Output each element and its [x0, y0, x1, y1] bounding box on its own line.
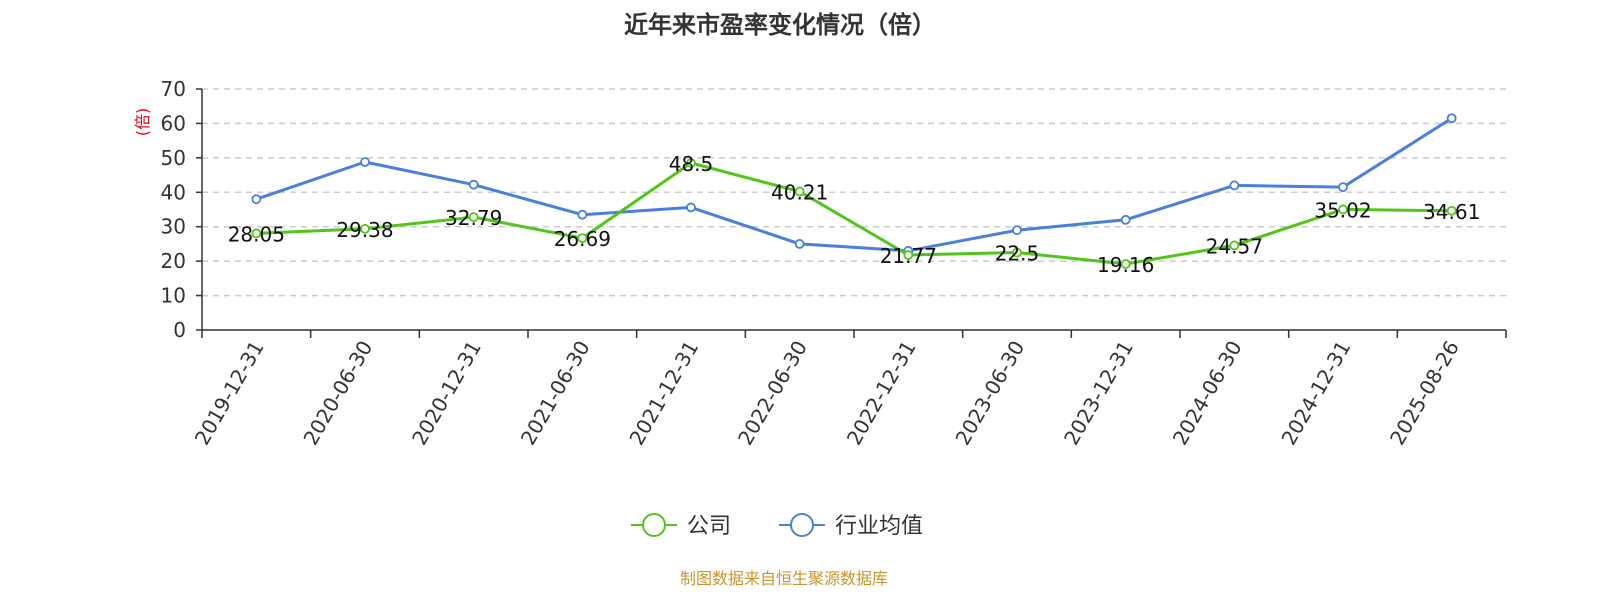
data-point: [1012, 247, 1022, 258]
x-tick-label: 2020-12-31: [407, 336, 486, 449]
x-tick-label: 2023-12-31: [1059, 337, 1138, 450]
y-tick-label: 0: [173, 318, 186, 342]
data-labels: 28.05 29.38 32.79 26.69 48.5 40.21 21.77 22.5 19…: [228, 152, 1481, 277]
chart-title: 近年来市盈率变化情况（倍）: [624, 11, 936, 39]
data-point: [577, 209, 588, 220]
y-tick-label: 30: [161, 215, 186, 239]
series-lines: [251, 113, 1457, 269]
source-note: 制图数据来自恒生聚源数据库: [680, 569, 888, 588]
data-point: [794, 239, 805, 249]
legend-label[interactable]: 公司: [687, 514, 731, 539]
data-label: 28.05: [228, 222, 285, 246]
series-line: [256, 161, 1452, 266]
data-point: [1229, 240, 1240, 251]
data-point: [577, 233, 588, 244]
x-tick-label: 2021-06-30: [516, 337, 595, 450]
data-point: [360, 157, 370, 167]
y-tick-label: 40: [161, 180, 186, 204]
y-tick-label: 70: [161, 77, 186, 101]
x-tick-label: 2021-12-31: [624, 337, 703, 450]
data-point: [251, 228, 262, 239]
data-point: [903, 250, 914, 260]
data-label: 29.38: [336, 218, 393, 242]
data-point: [686, 202, 696, 213]
data-point: [1229, 180, 1240, 191]
x-tick-label: 2019-12-31: [190, 337, 269, 450]
data-label: 26.69: [554, 227, 611, 251]
legend-marker[interactable]: [790, 513, 814, 537]
x-tick-label: 2023-06-30: [950, 337, 1029, 450]
data-point: [1120, 259, 1131, 269]
legend[interactable]: 公司 行业均值: [631, 513, 923, 539]
data-label: 32.79: [445, 206, 502, 230]
data-label: 35.02: [1314, 198, 1371, 222]
axes: 0 10 20 30 40 50 60 70 2019-12-31 2020-06-30 2020-…: [161, 77, 1507, 450]
x-tick-label: 2025-08-26: [1385, 337, 1464, 450]
data-point: [468, 212, 479, 223]
data-label: 19.16: [1097, 253, 1154, 277]
x-tick-label: 2024-06-30: [1168, 337, 1247, 450]
data-point: [1446, 113, 1457, 124]
x-tick-label: 2022-12-31: [842, 336, 921, 449]
data-point: [1012, 225, 1022, 236]
y-tick-label: 50: [161, 146, 186, 170]
data-label: 34.61: [1423, 200, 1480, 224]
data-point: [251, 194, 262, 205]
data-point: [794, 186, 805, 197]
legend-marker[interactable]: [642, 513, 666, 537]
y-tick-label: 10: [161, 284, 186, 308]
data-label: 24.57: [1206, 234, 1263, 258]
y-axis-label: (倍): [133, 108, 152, 137]
data-point: [360, 223, 370, 234]
data-point: [1338, 182, 1348, 193]
data-label: 40.21: [771, 181, 828, 205]
legend-label[interactable]: 行业均值: [835, 514, 923, 539]
grid: [202, 88, 1506, 297]
data-label: 22.5: [995, 242, 1040, 266]
data-point: [686, 158, 696, 168]
series-line: [255, 117, 1453, 253]
data-point: [468, 179, 479, 190]
x-tick-label: 2020-06-30: [298, 337, 377, 450]
y-tick-label: 20: [161, 249, 186, 273]
data-point: [1338, 204, 1348, 215]
data-label: 21.77: [880, 244, 937, 268]
x-tick-label: 2022-06-30: [733, 337, 812, 450]
x-tick-label: 2024-12-31: [1276, 337, 1355, 450]
y-tick-label: 60: [161, 111, 186, 135]
data-point: [1446, 205, 1457, 216]
data-label: 48.5: [669, 152, 714, 176]
data-point: [1120, 214, 1131, 225]
